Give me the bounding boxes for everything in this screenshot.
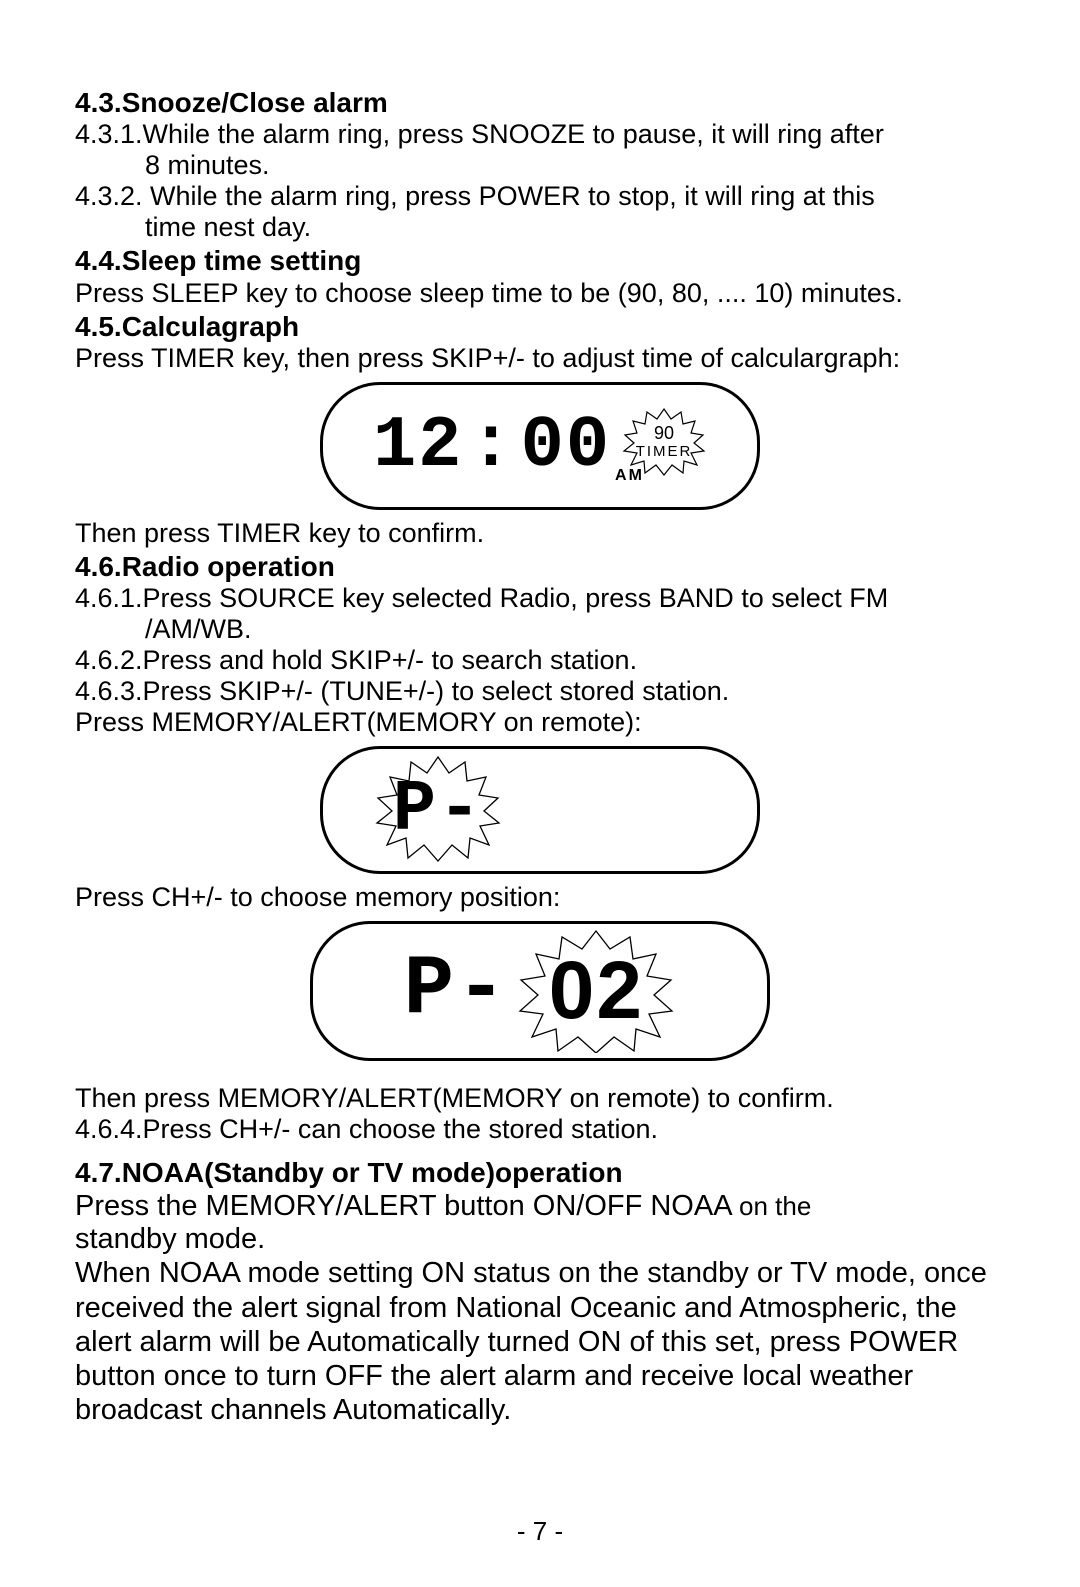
burst-number: 90 xyxy=(654,424,674,442)
lcd-display-memory-pos: P- 02 xyxy=(75,921,1005,1061)
text-4-6-1b: /AM/WB. xyxy=(75,614,1005,645)
text-4-7-2: standby mode. xyxy=(75,1223,1005,1256)
lcd-display-memory: P- xyxy=(75,746,1005,874)
starburst-timer: 90 TIMER xyxy=(621,407,707,477)
lcd-frame: 12 : 00 90 TIMER AM xyxy=(320,382,760,510)
heading-4-7: 4.7.NOAA(Standby or TV mode)operation xyxy=(75,1157,1005,1189)
lcd-time: 12 : 00 xyxy=(373,410,611,482)
lcd-hours: 12 xyxy=(373,410,463,482)
heading-4-6: 4.6.Radio operation xyxy=(75,551,1005,583)
page-content: 4.3.Snooze/Close alarm 4.3.1.While the a… xyxy=(75,87,1005,1427)
text-4-6-2: 4.6.2.Press and hold SKIP+/- to search s… xyxy=(75,645,1005,676)
text-4-7-1a: Press the MEMORY/ALERT button ON/OFF NOA… xyxy=(75,1190,731,1222)
lcd-minutes: 00 xyxy=(521,410,611,482)
heading-4-3: 4.3.Snooze/Close alarm xyxy=(75,87,1005,119)
text-4-6-4: Press MEMORY/ALERT(MEMORY on remote): xyxy=(75,707,1005,738)
text-4-7-1: Press the MEMORY/ALERT button ON/OFF NOA… xyxy=(75,1190,1005,1223)
text-4-6-6: Then press MEMORY/ALERT(MEMORY on remote… xyxy=(75,1083,1005,1114)
text-4-5-2: Then press TIMER key to confirm. xyxy=(75,518,1005,549)
text-4-3-1a: 4.3.1.While the alarm ring, press SNOOZE… xyxy=(75,119,1005,150)
starburst-02: 02 xyxy=(516,929,676,1053)
text-4-3-2b: time nest day. xyxy=(75,212,1005,243)
text-4-3-2a: 4.3.2. While the alarm ring, press POWER… xyxy=(75,181,1005,212)
lcd-p-text: P- xyxy=(393,774,483,846)
text-4-6-3: 4.6.3.Press SKIP+/- (TUNE+/-) to select … xyxy=(75,676,1005,707)
lcd-display-timer: 12 : 00 90 TIMER AM xyxy=(75,382,1005,510)
lcd-frame: P- xyxy=(320,746,760,874)
text-4-6-5: Press CH+/- to choose memory position: xyxy=(75,882,1005,913)
text-4-7-para: When NOAA mode setting ON status on the … xyxy=(75,1256,1005,1427)
text-4-6-7: 4.6.4.Press CH+/- can choose the stored … xyxy=(75,1114,1005,1145)
burst-label: TIMER xyxy=(636,444,693,459)
text-4-5-1: Press TIMER key, then press SKIP+/- to a… xyxy=(75,343,1005,374)
starburst-p: P- xyxy=(373,755,503,865)
lcd-p02: P- 02 xyxy=(404,929,677,1053)
heading-4-5: 4.5.Calculagraph xyxy=(75,311,1005,343)
page-number: - 7 - xyxy=(0,1516,1080,1547)
lcd-frame: P- 02 xyxy=(310,921,770,1061)
lcd-colon: : xyxy=(469,410,514,482)
text-4-6-1a: 4.6.1.Press SOURCE key selected Radio, p… xyxy=(75,583,1005,614)
lcd-02-value: 02 xyxy=(516,929,676,1053)
text-4-7-1b: on the xyxy=(739,1191,811,1221)
lcd-p-prefix: P- xyxy=(404,949,509,1033)
heading-4-4: 4.4.Sleep time setting xyxy=(75,245,1005,277)
page-number-value: 7 xyxy=(533,1516,547,1546)
page-dash-left: - xyxy=(517,1516,526,1546)
text-4-3-1b: 8 minutes. xyxy=(75,150,1005,181)
page-dash-right: - xyxy=(554,1516,563,1546)
text-4-4-1: Press SLEEP key to choose sleep time to … xyxy=(75,278,1005,309)
